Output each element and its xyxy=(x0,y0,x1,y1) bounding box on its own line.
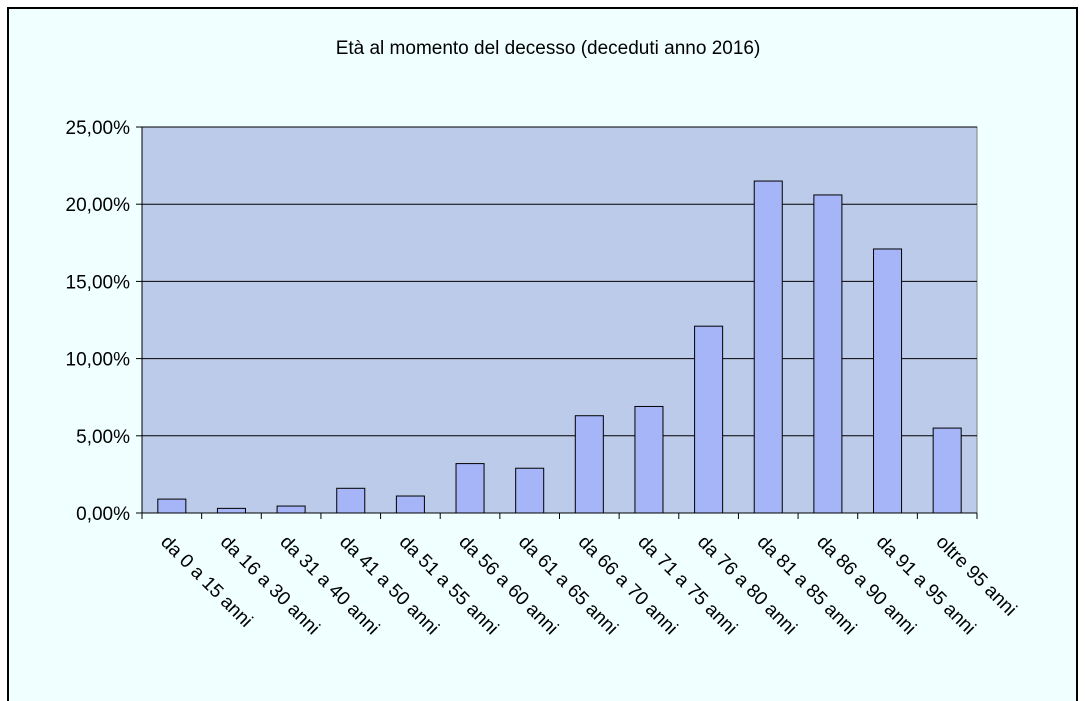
bar xyxy=(932,427,962,514)
bar xyxy=(873,248,903,514)
y-tick-label: 15,00% xyxy=(66,272,131,293)
bar xyxy=(753,180,783,514)
y-tick-label: 5,00% xyxy=(76,427,130,448)
y-tick-label: 25,00% xyxy=(66,118,131,139)
bar xyxy=(813,194,843,514)
chart-title: Età al momento del decesso (deceduti ann… xyxy=(336,38,761,59)
bar xyxy=(395,495,425,514)
bar xyxy=(694,325,724,514)
bar xyxy=(574,415,604,514)
y-tick-label: 0,00% xyxy=(76,504,130,525)
bar xyxy=(515,467,545,514)
bar xyxy=(634,405,664,514)
y-tick-label: 20,00% xyxy=(66,195,131,216)
bar xyxy=(455,463,485,514)
plot-area xyxy=(141,126,978,514)
y-tick-label: 10,00% xyxy=(66,350,131,371)
bar xyxy=(276,505,306,514)
bar xyxy=(216,507,246,514)
bar xyxy=(336,487,366,514)
bar xyxy=(157,498,187,514)
